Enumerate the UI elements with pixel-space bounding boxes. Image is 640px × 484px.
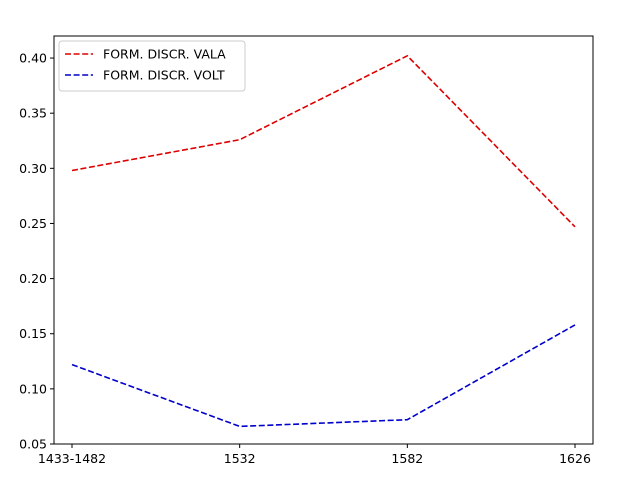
y-axis: 0.05 0.10 0.15 0.20 0.25 0.30 0.35 0.40 (19, 51, 54, 452)
series-layer (72, 56, 575, 427)
x-tick-label: 1582 (391, 451, 423, 466)
x-tick-label: 1532 (224, 451, 256, 466)
y-tick-label: 0.30 (19, 161, 47, 176)
y-tick-label: 0.40 (19, 51, 47, 66)
legend-label: FORM. DISCR. VALA (103, 47, 226, 62)
y-tick-label: 0.15 (19, 326, 47, 341)
x-tick-label: 1433-1482 (38, 451, 106, 466)
x-tick-label: 1626 (559, 451, 591, 466)
y-tick-label: 0.10 (19, 381, 47, 396)
x-axis: 1433-1482 1532 1582 1626 (38, 444, 591, 466)
y-tick-label: 0.05 (19, 437, 47, 452)
legend-label: FORM. DISCR. VOLT (103, 68, 225, 83)
series-line-2 (72, 325, 575, 427)
y-tick-label: 0.20 (19, 271, 47, 286)
y-tick-label: 0.35 (19, 106, 47, 121)
legend: FORM. DISCR. VALA FORM. DISCR. VOLT (59, 41, 245, 91)
plot-frame (54, 36, 593, 444)
y-tick-label: 0.25 (19, 216, 47, 231)
